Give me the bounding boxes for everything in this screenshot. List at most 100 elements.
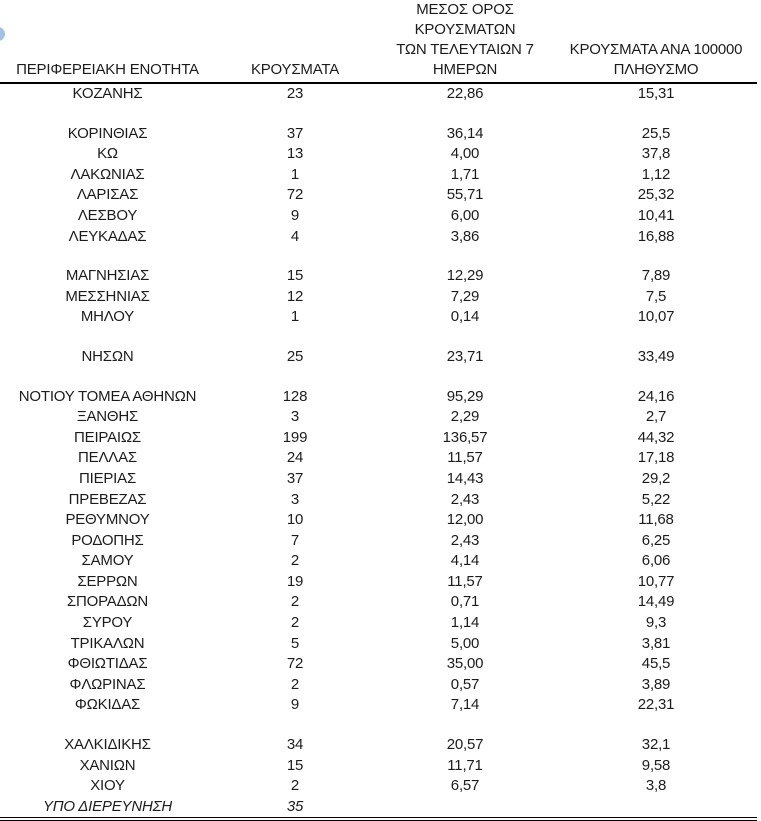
cell-per-100000: 14,49 <box>637 593 675 611</box>
cell-region-name: ΦΘΙΩΤΙΔΑΣ <box>67 655 148 673</box>
table-row: ΛΕΣΒΟΥ 9 6,00 10,41 <box>0 206 757 227</box>
cell-7day-average: 0,71 <box>450 593 480 611</box>
table-row: ΛΕΥΚΑΔΑΣ 4 3,86 16,88 <box>0 227 757 248</box>
cell-region-name: ΚΟΡΙΝΘΙΑΣ <box>67 124 148 142</box>
cell-region-name: ΧΙΟΥ <box>90 777 125 795</box>
cell-cases: 9 <box>290 696 300 714</box>
cell-cases: 199 <box>282 428 308 446</box>
cell-per-100000: 6,06 <box>641 552 671 570</box>
table-row: ΧΙΟΥ 2 6,57 3,8 <box>0 776 757 797</box>
cell-7day-average: 4,00 <box>450 145 480 163</box>
cell-per-100000: 6,25 <box>641 531 671 549</box>
table-row: ΡΕΘΥΜΝΟΥ 10 12,00 11,68 <box>0 510 757 531</box>
cell-7day-average: 1,71 <box>450 165 480 183</box>
cell-cases: 34 <box>286 736 304 754</box>
cell-per-100000: 44,32 <box>637 428 675 446</box>
cell-per-100000: 17,18 <box>637 449 675 467</box>
table-row: ΚΟΡΙΝΘΙΑΣ 37 36,14 25,5 <box>0 124 757 145</box>
cell-per-100000: 37,8 <box>641 145 671 163</box>
cell-region-name: ΡΟΔΟΠΗΣ <box>71 531 144 549</box>
cell-7day-average: 2,29 <box>450 408 480 426</box>
table-row: ΧΑΛΚΙΔΙΚΗΣ 34 20,57 32,1 <box>0 735 757 756</box>
cell-region-name: ΝΗΣΩΝ <box>81 347 134 365</box>
cell-cases: 2 <box>290 552 300 570</box>
cell-cases: 2 <box>290 593 300 611</box>
table-row: ΛΑΚΩΝΙΑΣ 1 1,71 1,12 <box>0 165 757 186</box>
table-row: ΣΠΟΡΑΔΩΝ 2 0,71 14,49 <box>0 592 757 613</box>
cell-cases: 1 <box>290 308 300 326</box>
cell-7day-average: 7,14 <box>450 696 480 714</box>
cell-region-name: ΚΩ <box>97 145 118 163</box>
table-row: ΤΡΙΚΑΛΩΝ 5 5,00 3,81 <box>0 634 757 655</box>
cell-cases: 3 <box>290 490 300 508</box>
cell-cases: 25 <box>286 347 304 365</box>
cell-per-100000: 32,1 <box>641 736 671 754</box>
header-cases: ΚΡΟΥΣΜΑΤΑ <box>250 61 340 78</box>
header-cases-per-100000: ΚΡΟΥΣΜΑΤΑ ΑΝΑ 100000 ΠΛΗΘΥΣΜΟ <box>569 41 743 78</box>
cell-per-100000: 7,89 <box>641 267 671 285</box>
table-row: ΦΩΚΙΔΑΣ 9 7,14 22,31 <box>0 695 757 716</box>
cell-region-name: ΠΙΕΡΙΑΣ <box>78 469 137 487</box>
cell-7day-average: 136,57 <box>442 428 488 446</box>
cell-per-100000: 25,5 <box>641 124 671 142</box>
cell-per-100000: 29,2 <box>641 469 671 487</box>
table-row: ΞΑΝΘΗΣ 3 2,29 2,7 <box>0 407 757 428</box>
table-row: ΝΗΣΩΝ 25 23,71 33,49 <box>0 347 757 368</box>
cell-cases: 7 <box>290 531 300 549</box>
table-row: ΚΟΖΑΝΗΣ 23 22,86 15,31 <box>0 84 757 105</box>
cell-per-100000: 5,22 <box>641 490 671 508</box>
cell-cases: 72 <box>286 186 304 204</box>
table-spacer-row <box>0 368 757 387</box>
cell-7day-average: 95,29 <box>446 387 484 405</box>
cell-region-name: ΚΟΖΑΝΗΣ <box>72 85 143 102</box>
cell-cases: 128 <box>282 387 308 405</box>
cell-region-name: ΣΥΡΟΥ <box>82 614 133 632</box>
cell-7day-average: 6,57 <box>450 777 480 795</box>
table-row: ΡΟΔΟΠΗΣ 7 2,43 6,25 <box>0 531 757 552</box>
cell-region-name: ΜΕΣΣΗΝΙΑΣ <box>65 287 150 305</box>
table-row: ΦΛΩΡΙΝΑΣ 2 0,57 3,89 <box>0 675 757 696</box>
table-row: ΠΙΕΡΙΑΣ 37 14,43 29,2 <box>0 469 757 490</box>
table-row: ΠΕΙΡΑΙΩΣ 199 136,57 44,32 <box>0 428 757 449</box>
cell-per-100000: 9,58 <box>641 756 671 774</box>
cell-cases: 4 <box>290 227 300 245</box>
cell-cases: 24 <box>286 449 304 467</box>
cell-cases: 3 <box>290 408 300 426</box>
cell-7day-average: 23,71 <box>446 347 484 365</box>
cell-7day-average: 11,57 <box>447 449 483 467</box>
cell-region-name: ΛΑΡΙΣΑΣ <box>76 186 139 204</box>
table-row: ΣΥΡΟΥ 2 1,14 9,3 <box>0 613 757 634</box>
table-spacer-row <box>0 105 757 124</box>
cell-region-name: ΤΡΙΚΑΛΩΝ <box>70 634 145 652</box>
table-row: ΧΑΝΙΩΝ 15 11,71 9,58 <box>0 756 757 777</box>
cell-per-100000: 2,7 <box>645 408 667 426</box>
cell-7day-average: 1,14 <box>450 614 480 632</box>
cell-per-100000: 10,07 <box>637 308 675 326</box>
cell-per-100000: 10,77 <box>637 572 675 590</box>
cell-per-100000: 10,41 <box>637 206 675 224</box>
cell-region-name: ΜΑΓΝΗΣΙΑΣ <box>65 267 150 285</box>
cell-region-name: ΣΠΟΡΑΔΩΝ <box>66 593 149 611</box>
cell-region-name: ΛΕΣΒΟΥ <box>77 206 138 224</box>
cell-7day-average: 3,86 <box>450 227 480 245</box>
cell-cases: 2 <box>290 614 300 632</box>
cell-per-100000: 9,3 <box>645 614 667 632</box>
cell-7day-average: 11,57 <box>447 572 483 590</box>
cell-cases: 2 <box>290 675 300 693</box>
cell-7day-average: 12,00 <box>446 511 484 529</box>
cell-cases: 15 <box>286 267 304 285</box>
cell-7day-average <box>375 797 555 818</box>
cell-region-name: ΜΗΛΟΥ <box>80 308 135 326</box>
table-row: ΜΗΛΟΥ 1 0,14 10,07 <box>0 307 757 328</box>
cell-per-100000: 7,5 <box>645 287 667 305</box>
cell-cases: 35 <box>286 797 304 815</box>
cell-7day-average: 6,00 <box>450 206 480 224</box>
cell-per-100000: 33,49 <box>637 347 675 365</box>
cell-per-100000: 3,89 <box>641 675 671 693</box>
cell-7day-average: 35,00 <box>446 655 484 673</box>
cell-cases: 19 <box>286 572 304 590</box>
cell-cases: 37 <box>286 469 304 487</box>
cell-region-name: ΦΩΚΙΔΑΣ <box>74 696 141 714</box>
cell-cases: 12 <box>286 287 304 305</box>
